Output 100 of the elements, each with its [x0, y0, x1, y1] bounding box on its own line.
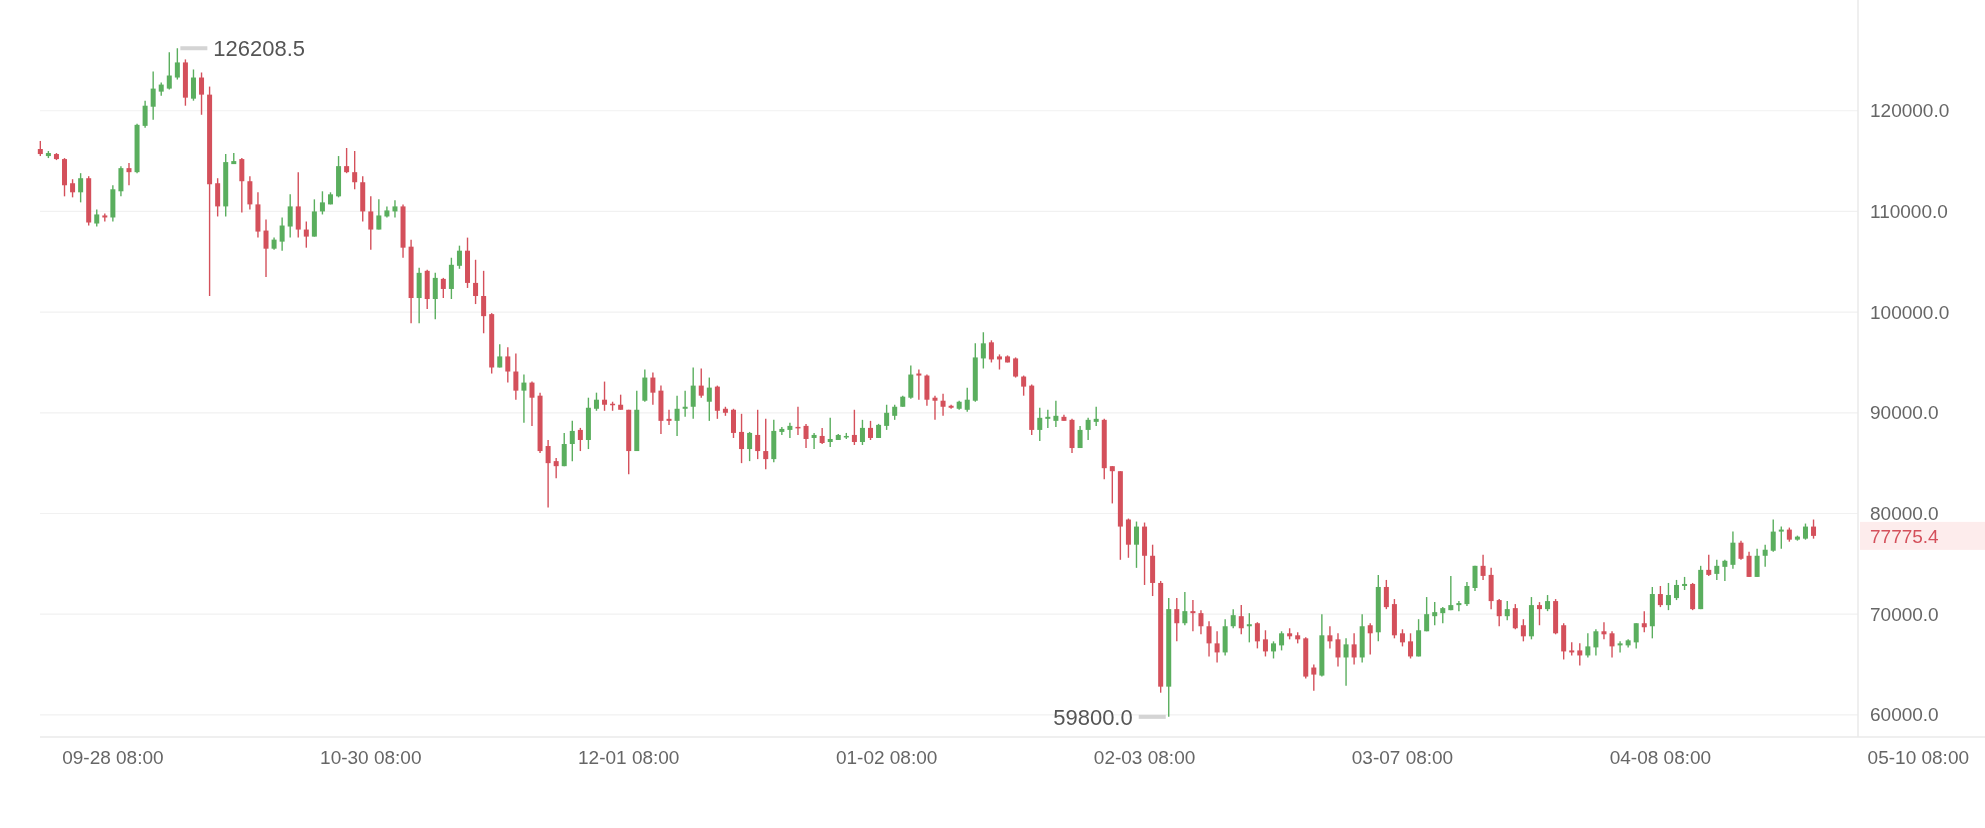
candlestick — [287, 193, 293, 239]
candlestick — [787, 422, 793, 439]
candlestick — [392, 199, 398, 219]
candlestick — [1238, 604, 1244, 635]
y-tick-label: 100000.0 — [1870, 301, 1950, 323]
candlestick — [1472, 565, 1478, 592]
candlestick — [730, 408, 736, 439]
x-tick-label: 02-03 08:00 — [1093, 747, 1196, 769]
candlestick — [1665, 582, 1671, 611]
candlestick — [1593, 628, 1599, 657]
candlestick — [1762, 544, 1768, 568]
candlestick — [1609, 630, 1615, 659]
candlestick — [344, 147, 350, 174]
candlestick — [190, 68, 196, 102]
candlestick — [440, 277, 446, 299]
candlestick — [1408, 632, 1414, 660]
y-tick-label: 90000.0 — [1870, 402, 1939, 424]
candlestick — [803, 423, 809, 449]
candlestick — [376, 198, 382, 231]
candlestick — [1093, 406, 1099, 427]
candlestick — [1085, 417, 1091, 441]
candlestick — [1480, 554, 1486, 581]
candlestick — [1746, 551, 1752, 578]
y-tick-label: 70000.0 — [1870, 603, 1939, 625]
candlestick — [78, 172, 84, 204]
candlestick — [1311, 663, 1317, 692]
x-tick-label: 03-07 08:00 — [1351, 747, 1454, 769]
candlestick — [569, 420, 575, 462]
candlestick — [602, 380, 608, 412]
candlestick — [1432, 601, 1438, 626]
candlestick — [1053, 400, 1059, 428]
candlestick — [319, 190, 325, 216]
candlestick — [666, 409, 672, 426]
candlestick — [166, 51, 172, 91]
candlestick — [964, 386, 970, 413]
candlestick — [1013, 356, 1019, 379]
candlestick — [827, 417, 833, 448]
x-tick-label: 04-08 08:00 — [1609, 747, 1712, 769]
candlestick — [481, 270, 487, 334]
candlestick — [1730, 530, 1736, 570]
candlestick — [1448, 575, 1454, 611]
candlestick — [739, 413, 745, 464]
candlestick — [1770, 518, 1776, 553]
y-tick-label: 60000.0 — [1870, 704, 1939, 726]
candlestick — [126, 162, 132, 186]
candlestick — [1246, 612, 1252, 644]
x-tick-label: 05-10 08:00 — [1867, 747, 1970, 769]
candlestick — [118, 165, 124, 198]
candlestick — [1512, 603, 1518, 630]
candlestick — [908, 364, 914, 400]
candlestick — [916, 368, 922, 401]
candlestick — [215, 177, 221, 218]
candlestick — [1714, 559, 1720, 581]
candlestick — [940, 392, 946, 417]
candlestick — [1641, 610, 1647, 633]
candlestick — [521, 373, 527, 424]
candlestick — [1045, 409, 1051, 429]
candlestick — [1230, 608, 1236, 629]
candlestick — [868, 420, 874, 441]
candlestick — [368, 195, 374, 251]
candlestick — [561, 432, 567, 467]
candlestick — [932, 394, 938, 421]
candlestick — [698, 367, 704, 399]
candlestick — [1206, 620, 1212, 658]
candlestick — [650, 371, 656, 406]
candlestick — [1133, 520, 1139, 569]
candlestick — [763, 418, 769, 470]
candlestick — [70, 178, 76, 199]
candlestick — [1536, 601, 1542, 626]
candlestick — [1504, 600, 1510, 621]
candlestick — [529, 380, 535, 427]
candlestick — [279, 216, 285, 252]
candlestick — [690, 366, 696, 420]
candlestick — [755, 409, 761, 460]
candlestick — [577, 427, 583, 452]
candlestick — [432, 272, 438, 320]
candlestick — [859, 419, 865, 446]
candlestick — [1335, 632, 1341, 668]
candlestick — [682, 389, 688, 418]
x-tick-label: 12-01 08:00 — [578, 747, 680, 769]
candlestick — [1262, 629, 1268, 658]
candlestick — [1754, 548, 1760, 578]
candlestick — [1279, 630, 1285, 652]
candlestick — [1617, 640, 1623, 654]
candlestick — [1464, 581, 1470, 607]
candlestick — [473, 259, 479, 305]
candlestick — [980, 331, 986, 370]
x-tick-label: 10-30 08:00 — [320, 747, 422, 769]
candlestick — [1343, 637, 1349, 687]
candlestick — [1037, 407, 1043, 442]
candlestick — [545, 439, 551, 509]
annotation: 77775.4 — [1870, 525, 1940, 547]
candlestick — [150, 70, 156, 121]
candlestick — [851, 409, 857, 446]
candlestick — [1383, 579, 1389, 610]
candlestick — [1520, 618, 1526, 643]
candlestick — [1214, 630, 1220, 664]
candlestick — [513, 352, 519, 401]
candlestick — [102, 212, 108, 223]
candlestick — [1254, 621, 1260, 650]
